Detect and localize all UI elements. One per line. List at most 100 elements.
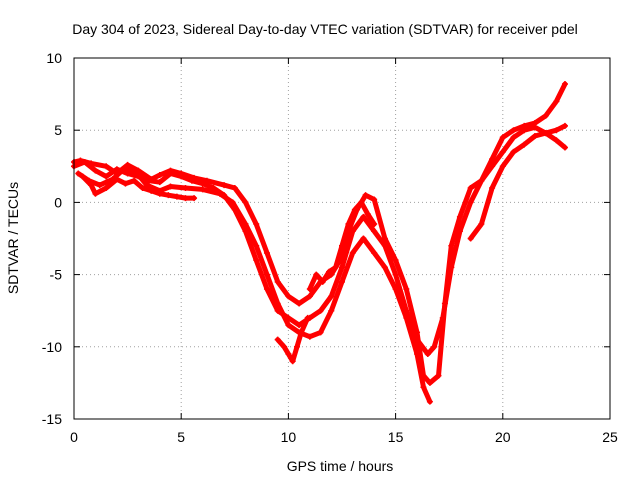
data-point xyxy=(306,286,313,293)
data-point xyxy=(285,351,292,358)
data-point xyxy=(139,184,146,191)
data-point xyxy=(263,249,270,256)
data-point xyxy=(122,180,129,187)
data-point xyxy=(392,286,399,293)
data-point xyxy=(521,127,528,134)
data-point xyxy=(319,278,326,285)
data-point xyxy=(345,221,352,228)
data-point xyxy=(92,167,99,174)
data-point xyxy=(510,134,517,141)
data-point xyxy=(221,182,228,189)
data-point xyxy=(253,221,260,228)
data-point xyxy=(424,351,431,358)
data-point xyxy=(156,179,163,186)
data-point xyxy=(561,122,568,129)
data-point xyxy=(339,242,345,249)
data-point xyxy=(88,182,95,189)
x-tick-label: 15 xyxy=(388,429,404,445)
data-point xyxy=(371,228,378,235)
x-tick-label: 10 xyxy=(281,429,297,445)
data-point xyxy=(553,127,560,134)
data-point xyxy=(371,196,378,203)
data-point xyxy=(467,199,474,206)
data-point xyxy=(489,184,496,191)
data-point xyxy=(435,372,442,379)
y-tick-label: -5 xyxy=(50,267,63,283)
data-point xyxy=(499,163,506,170)
data-point xyxy=(103,173,110,180)
data-point xyxy=(349,249,356,256)
data-point xyxy=(92,190,99,197)
data-point xyxy=(392,271,399,278)
data-point xyxy=(531,124,538,131)
data-point xyxy=(242,199,249,206)
data-point xyxy=(531,132,538,139)
data-point xyxy=(173,193,180,200)
data-point xyxy=(306,293,313,300)
y-tick-label: -10 xyxy=(42,339,62,355)
data-point xyxy=(242,221,249,228)
data-point xyxy=(216,190,223,197)
data-point xyxy=(103,163,110,170)
data-point xyxy=(253,257,260,264)
y-tick-label: 0 xyxy=(54,194,62,210)
data-point xyxy=(542,112,549,119)
data-point xyxy=(165,192,172,199)
data-point xyxy=(510,127,517,134)
data-point xyxy=(146,177,153,184)
data-point xyxy=(332,264,339,271)
data-point xyxy=(326,268,333,275)
data-point xyxy=(467,235,474,242)
data-point xyxy=(296,300,303,307)
data-point xyxy=(229,199,236,206)
data-point xyxy=(317,329,324,336)
ticks: 0 5 10 15 20 25 -15 -10 -5 0 5 10 xyxy=(42,50,618,445)
data-point xyxy=(285,322,292,329)
data-point xyxy=(122,164,129,171)
data-point xyxy=(75,170,82,177)
data-point xyxy=(431,343,438,350)
data-point xyxy=(420,384,427,391)
data-point xyxy=(306,333,313,340)
series-line-track-5 xyxy=(468,130,568,241)
y-tick-label: -15 xyxy=(42,411,62,427)
data-point xyxy=(182,195,189,202)
y-axis-title: SDTVAR / TECUs xyxy=(5,182,21,294)
data-point xyxy=(191,195,198,202)
data-point xyxy=(381,235,388,242)
data-point xyxy=(81,158,88,165)
data-point xyxy=(313,271,320,278)
data-point xyxy=(281,343,288,350)
x-tick-label: 0 xyxy=(70,429,78,445)
data-point xyxy=(263,271,270,278)
data-point xyxy=(274,278,281,285)
data-point xyxy=(448,242,455,249)
data-point xyxy=(521,141,528,148)
data-point xyxy=(414,351,421,358)
data-point xyxy=(317,307,324,314)
data-point xyxy=(182,184,189,191)
data-point xyxy=(339,264,345,271)
series-line-track-6 xyxy=(275,315,311,364)
data-point xyxy=(103,184,110,191)
data-point xyxy=(79,173,86,180)
data-point xyxy=(360,235,367,242)
chart-title: Day 304 of 2023, Sidereal Day-to-day VTE… xyxy=(72,21,578,37)
data-point xyxy=(360,213,367,220)
data-point xyxy=(364,210,371,217)
data-point xyxy=(113,166,120,173)
data-point xyxy=(510,148,517,155)
data-point xyxy=(285,293,292,300)
data-point xyxy=(274,300,281,307)
data-point xyxy=(274,336,281,343)
x-tick-label: 25 xyxy=(602,429,618,445)
data-point xyxy=(426,398,433,405)
data-point xyxy=(289,358,296,365)
data-point xyxy=(167,183,174,190)
data-point xyxy=(328,293,335,300)
data-point xyxy=(426,379,433,386)
data-point xyxy=(553,98,560,105)
data-point xyxy=(298,329,305,336)
plot-frame xyxy=(73,57,611,420)
data-point xyxy=(131,177,138,184)
